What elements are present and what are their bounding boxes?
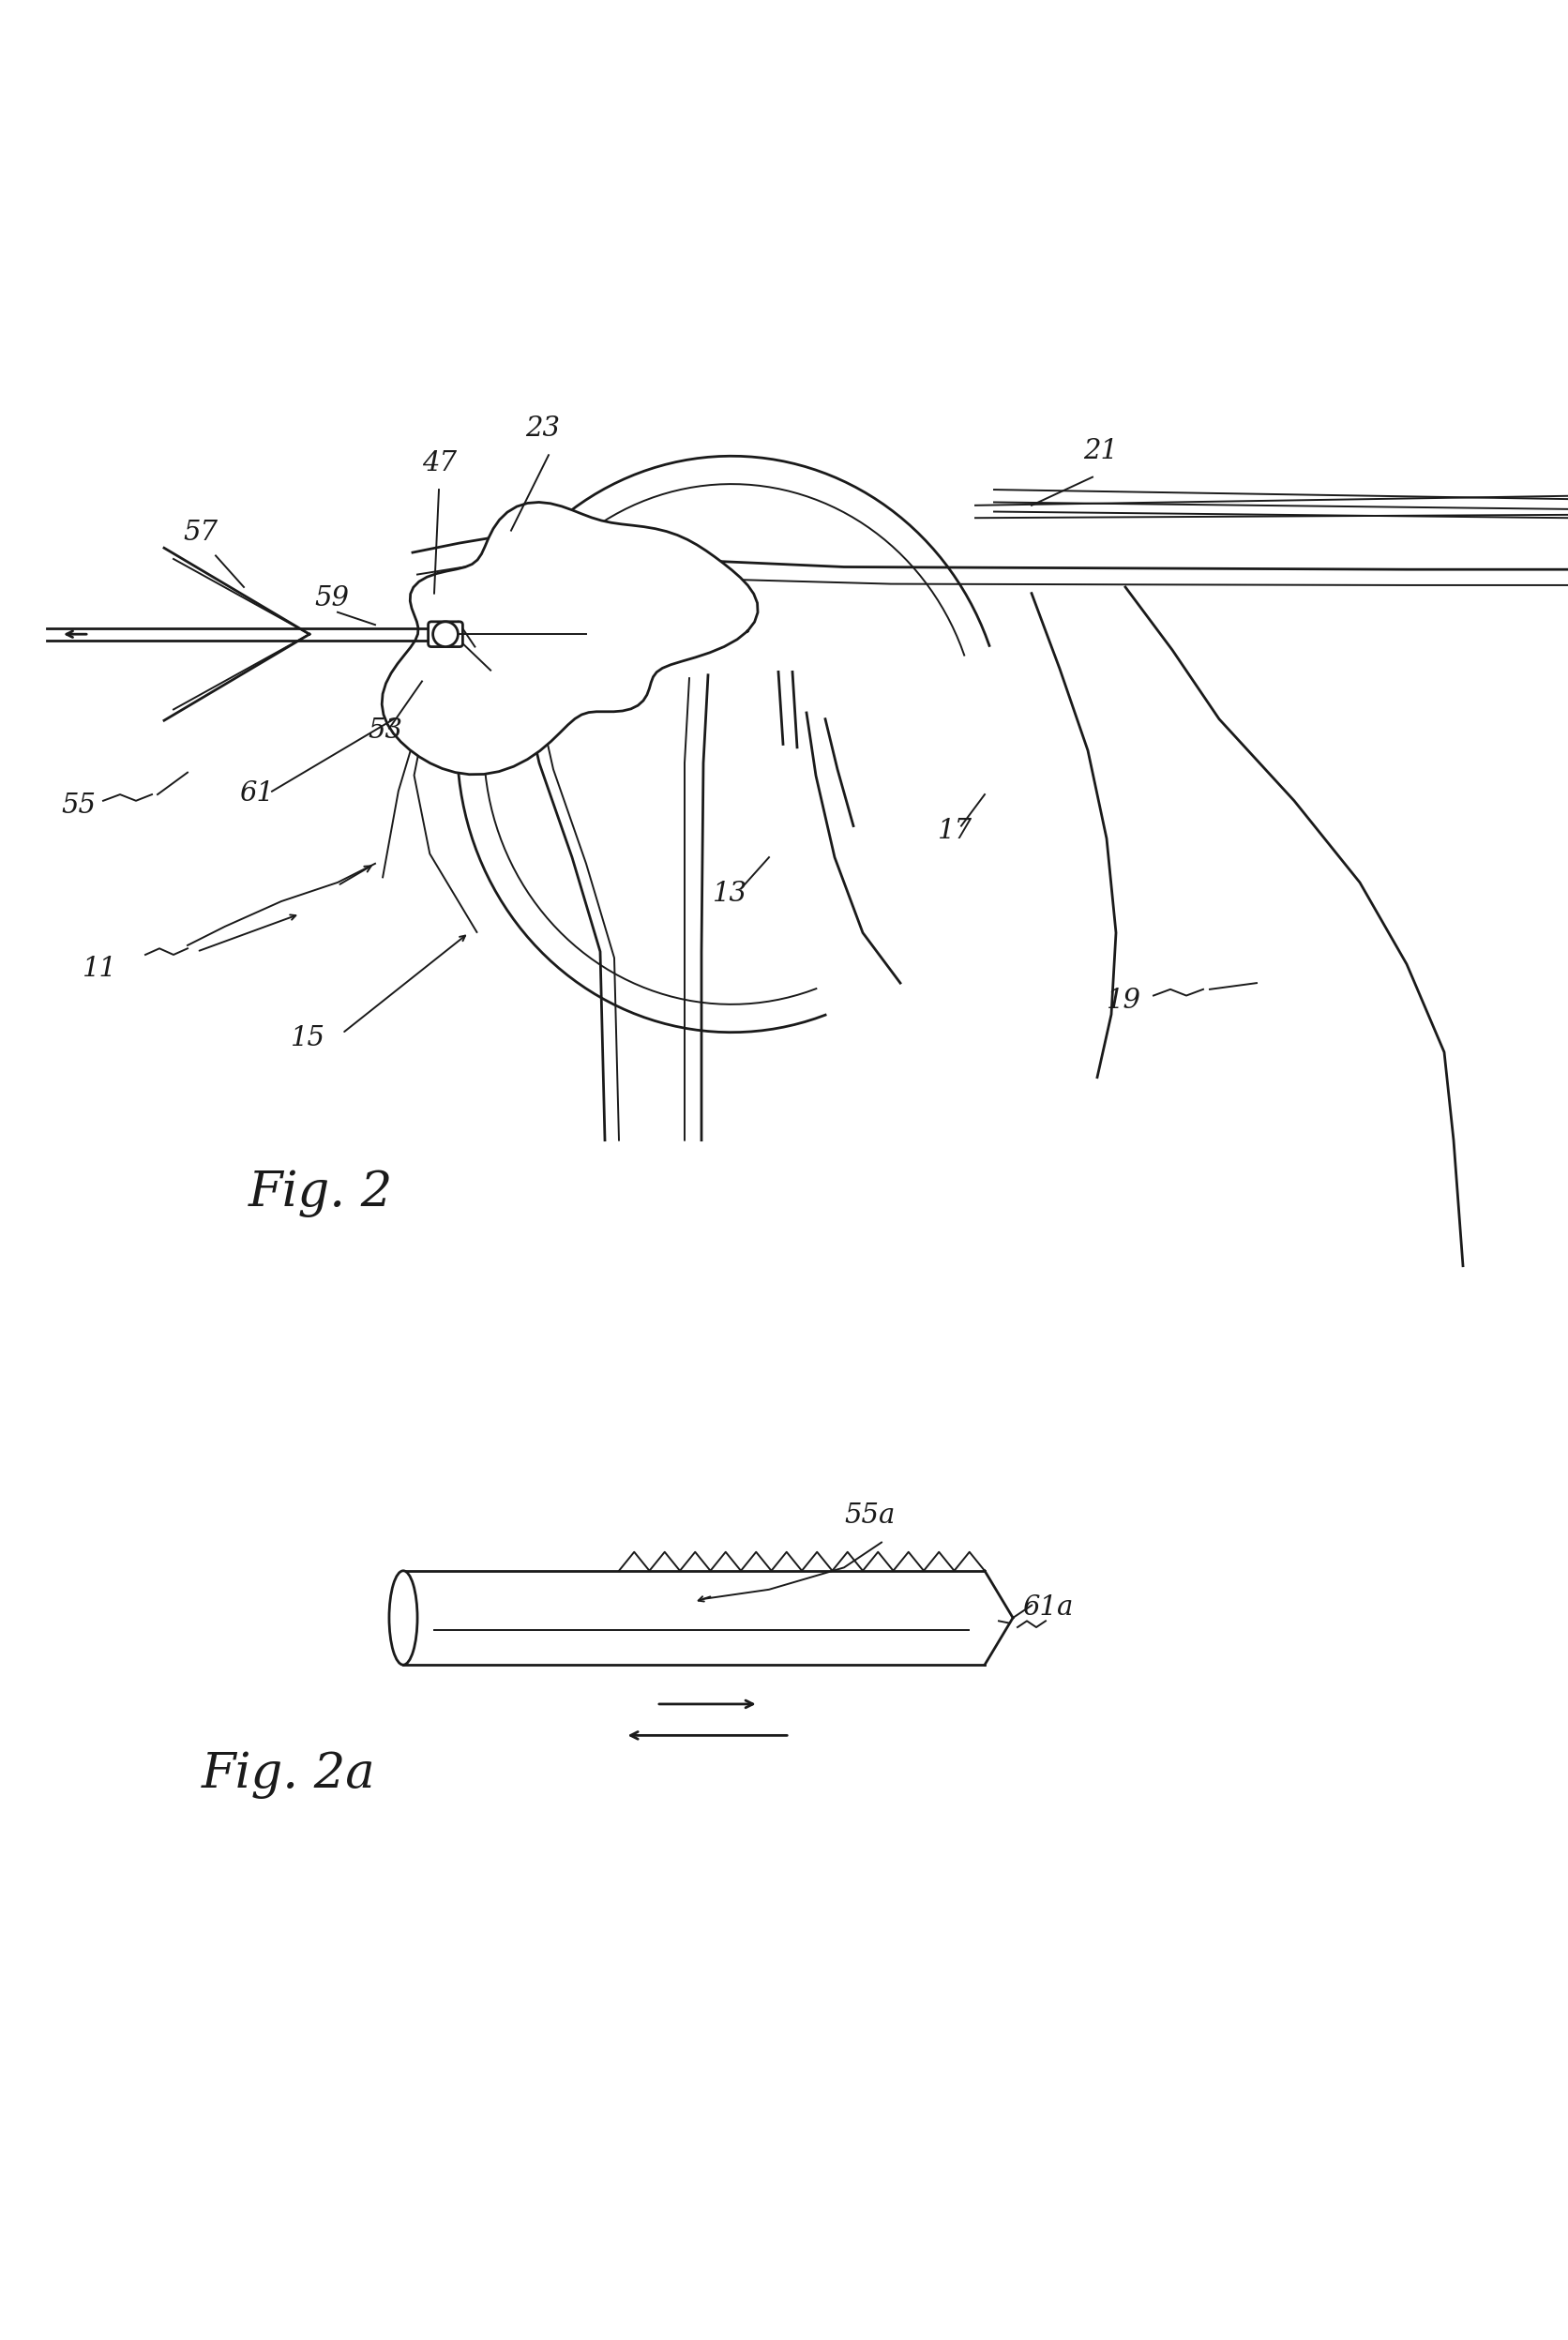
Text: 17: 17 (938, 817, 972, 845)
FancyBboxPatch shape (428, 622, 463, 646)
Text: 53: 53 (367, 718, 403, 744)
Text: 21: 21 (1083, 438, 1118, 463)
Text: 61: 61 (240, 779, 274, 807)
Text: 11: 11 (83, 957, 118, 983)
Text: 55a: 55a (844, 1502, 895, 1528)
Ellipse shape (389, 1570, 417, 1664)
Text: 57: 57 (183, 519, 218, 545)
Text: 23: 23 (525, 417, 560, 442)
Circle shape (433, 622, 458, 646)
Text: Fig. 2a: Fig. 2a (202, 1750, 376, 1799)
Text: 55: 55 (61, 793, 96, 819)
Text: 61a: 61a (1022, 1594, 1073, 1619)
Text: 47: 47 (422, 449, 456, 477)
Text: Fig. 2: Fig. 2 (248, 1170, 394, 1217)
Text: 15: 15 (290, 1025, 326, 1051)
Text: 59: 59 (314, 585, 348, 611)
Text: 19: 19 (1107, 987, 1142, 1013)
Text: 13: 13 (713, 880, 748, 908)
Polygon shape (383, 503, 757, 775)
